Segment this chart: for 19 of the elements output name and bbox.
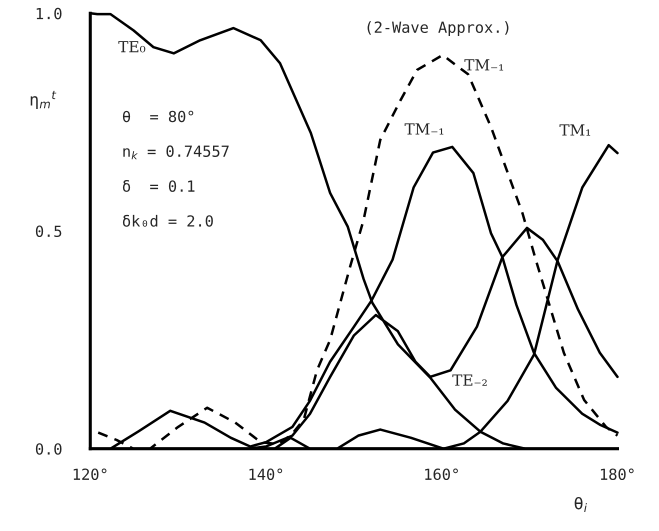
- y-tick-label: 1.0: [36, 8, 62, 20]
- x-tick-label: 180°: [600, 468, 634, 480]
- series-label: TE₀: [118, 41, 146, 52]
- annotation: n$_{k}$ = 0.74557: [123, 145, 229, 160]
- y-axis-title: η$_{m}$$^{t}$: [30, 90, 56, 109]
- x-axis-title: θ$_{i}$: [574, 497, 587, 512]
- x-tick-label: 140°: [249, 468, 282, 480]
- series-label: TM₋₁: [464, 59, 504, 70]
- x-tick-label: 160°: [425, 468, 458, 480]
- series-label: TE₋₂: [452, 374, 487, 386]
- series-label: TM₁: [560, 124, 590, 136]
- x-tick-label: 120°: [74, 468, 106, 480]
- series-label: TM₋₁: [404, 123, 444, 135]
- annotation: δk₀d = 2.0: [122, 214, 213, 227]
- annotation: (2-Wave Approx.): [368, 21, 508, 36]
- y-tick-label: 0.5: [36, 225, 62, 238]
- annotation: δ = 0.1: [122, 180, 194, 192]
- y-tick-label: 0.0: [36, 443, 62, 455]
- annotation: θ = 80°: [122, 110, 194, 122]
